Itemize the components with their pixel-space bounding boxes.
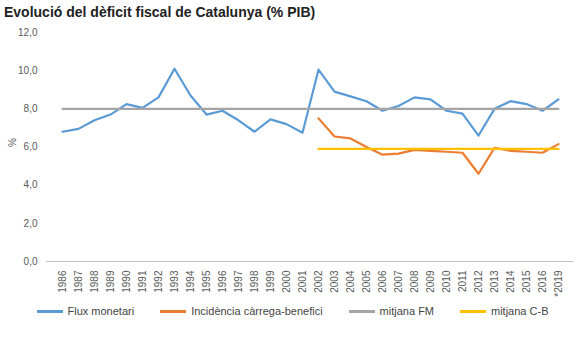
svg-text:4,0: 4,0 xyxy=(24,179,38,190)
html-text:mitjana C-B: mitjana C-B xyxy=(491,305,549,317)
svg-text:6,0: 6,0 xyxy=(24,141,38,152)
svg-text:2014: 2014 xyxy=(505,270,516,293)
svg-text:1994: 1994 xyxy=(185,270,196,293)
svg-text:10,0: 10,0 xyxy=(18,65,38,76)
svg-text:2008: 2008 xyxy=(409,270,420,293)
html-text:Evolució del dèficit fiscal de: Evolució del dèficit fiscal de Catalunya… xyxy=(4,4,316,20)
svg-text:1986: 1986 xyxy=(57,270,68,293)
svg-text:2007: 2007 xyxy=(393,270,404,293)
svg-text:2003: 2003 xyxy=(329,270,340,293)
svg-text:2,0: 2,0 xyxy=(24,218,38,229)
svg-text:1999: 1999 xyxy=(265,270,276,293)
svg-text:8,0: 8,0 xyxy=(24,103,38,114)
svg-text:%: % xyxy=(7,138,18,147)
svg-text:1995: 1995 xyxy=(201,270,212,293)
svg-text:1989: 1989 xyxy=(105,270,116,293)
svg-text:1997: 1997 xyxy=(233,270,244,293)
svg-text:1992: 1992 xyxy=(153,270,164,293)
svg-text:1990: 1990 xyxy=(121,270,132,293)
svg-text:12,0: 12,0 xyxy=(18,27,38,38)
svg-text:2004: 2004 xyxy=(345,270,356,293)
svg-text:2009: 2009 xyxy=(425,270,436,293)
svg-text:2001: 2001 xyxy=(297,270,308,293)
html-text:mitjana FM: mitjana FM xyxy=(379,305,434,317)
svg-text:1987: 1987 xyxy=(73,270,84,293)
html-text:Flux monetari: Flux monetari xyxy=(67,305,135,317)
svg-text:2013: 2013 xyxy=(489,270,500,293)
svg-text:1998: 1998 xyxy=(249,270,260,293)
svg-text:2012: 2012 xyxy=(473,270,484,293)
svg-text:2005: 2005 xyxy=(361,270,372,293)
svg-text:2015: 2015 xyxy=(521,270,532,293)
svg-text:2002: 2002 xyxy=(313,270,324,293)
svg-text:1996: 1996 xyxy=(217,270,228,293)
svg-text:1991: 1991 xyxy=(137,270,148,293)
html-text:Incidència càrrega-benefici: Incidència càrrega-benefici xyxy=(191,305,323,317)
svg-text:2010: 2010 xyxy=(441,270,452,293)
svg-text:2006: 2006 xyxy=(377,270,388,293)
svg-text:0,0: 0,0 xyxy=(24,256,38,267)
svg-text:*2019: *2019 xyxy=(553,270,564,297)
svg-text:1988: 1988 xyxy=(89,270,100,293)
svg-text:2016: 2016 xyxy=(537,270,548,293)
svg-text:2000: 2000 xyxy=(281,270,292,293)
svg-text:1993: 1993 xyxy=(169,270,180,293)
svg-text:2011: 2011 xyxy=(457,270,468,292)
